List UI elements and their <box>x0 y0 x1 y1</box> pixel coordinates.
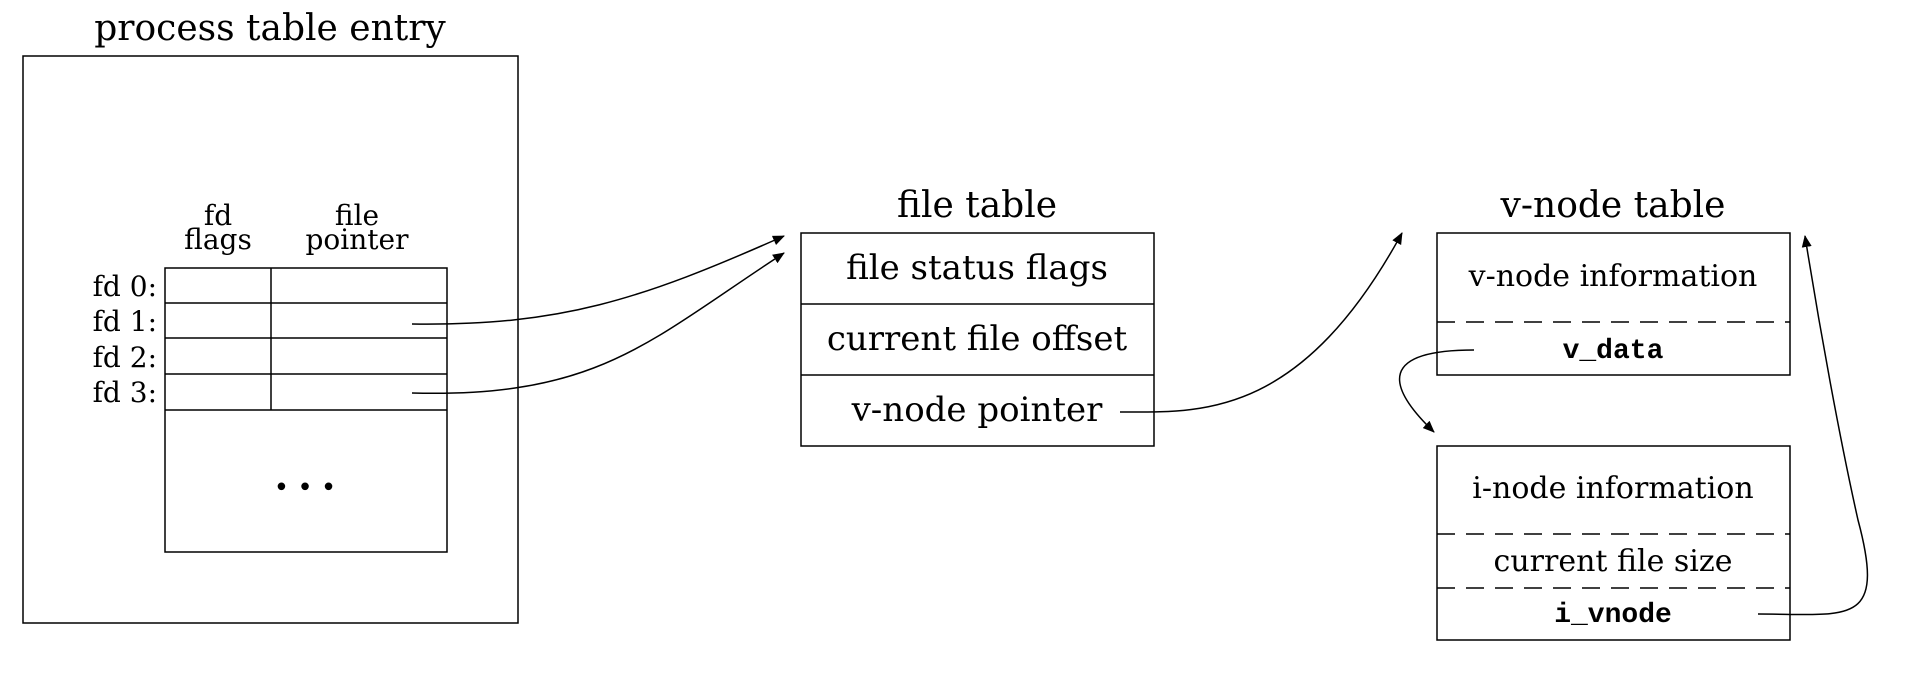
col-header-file-pointer-line2: pointer <box>306 223 410 256</box>
fd-row-label-1: fd 1: <box>93 305 157 338</box>
vnode-table-title: v-node table <box>1500 185 1726 226</box>
current-file-size: current file size <box>1494 544 1733 579</box>
process-table-box <box>22 55 519 624</box>
file-table-box <box>800 232 1155 447</box>
i-vnode-field: i_vnode <box>1554 600 1672 631</box>
file-table-title: file table <box>897 185 1057 226</box>
vnode-information: v-node information <box>1468 259 1758 294</box>
v-data-field: v_data <box>1563 336 1664 367</box>
process-table-title: process table entry <box>94 8 446 49</box>
col-header-file-pointer-line1: file <box>335 199 379 232</box>
arrow-ivnode-to-vnode <box>1757 235 1869 616</box>
fd-row-label-0: fd 0: <box>93 270 157 303</box>
fd-array-ellipsis: • • • <box>274 473 337 503</box>
inode-information: i-node information <box>1472 471 1753 506</box>
arrow-vnode-pointer-to-vnode <box>1119 232 1403 413</box>
inode-box <box>1436 445 1791 641</box>
fd-row-label-3: fd 3: <box>93 376 157 409</box>
vnode-box <box>1436 232 1791 376</box>
col-header-fd-flags-line2: flags <box>184 223 252 256</box>
v-node-pointer: v-node pointer <box>851 390 1104 430</box>
arrow-fd3-to-file-table <box>411 252 785 395</box>
arrow-vdata-to-inode <box>1398 349 1475 433</box>
file-status-flags: file status flags <box>846 248 1108 288</box>
arrow-fd1-to-file-table <box>411 235 785 325</box>
col-header-fd-flags-line1: fd <box>204 199 232 232</box>
current-file-offset: current file offset <box>827 319 1128 359</box>
fd-row-label-2: fd 2: <box>93 341 157 374</box>
